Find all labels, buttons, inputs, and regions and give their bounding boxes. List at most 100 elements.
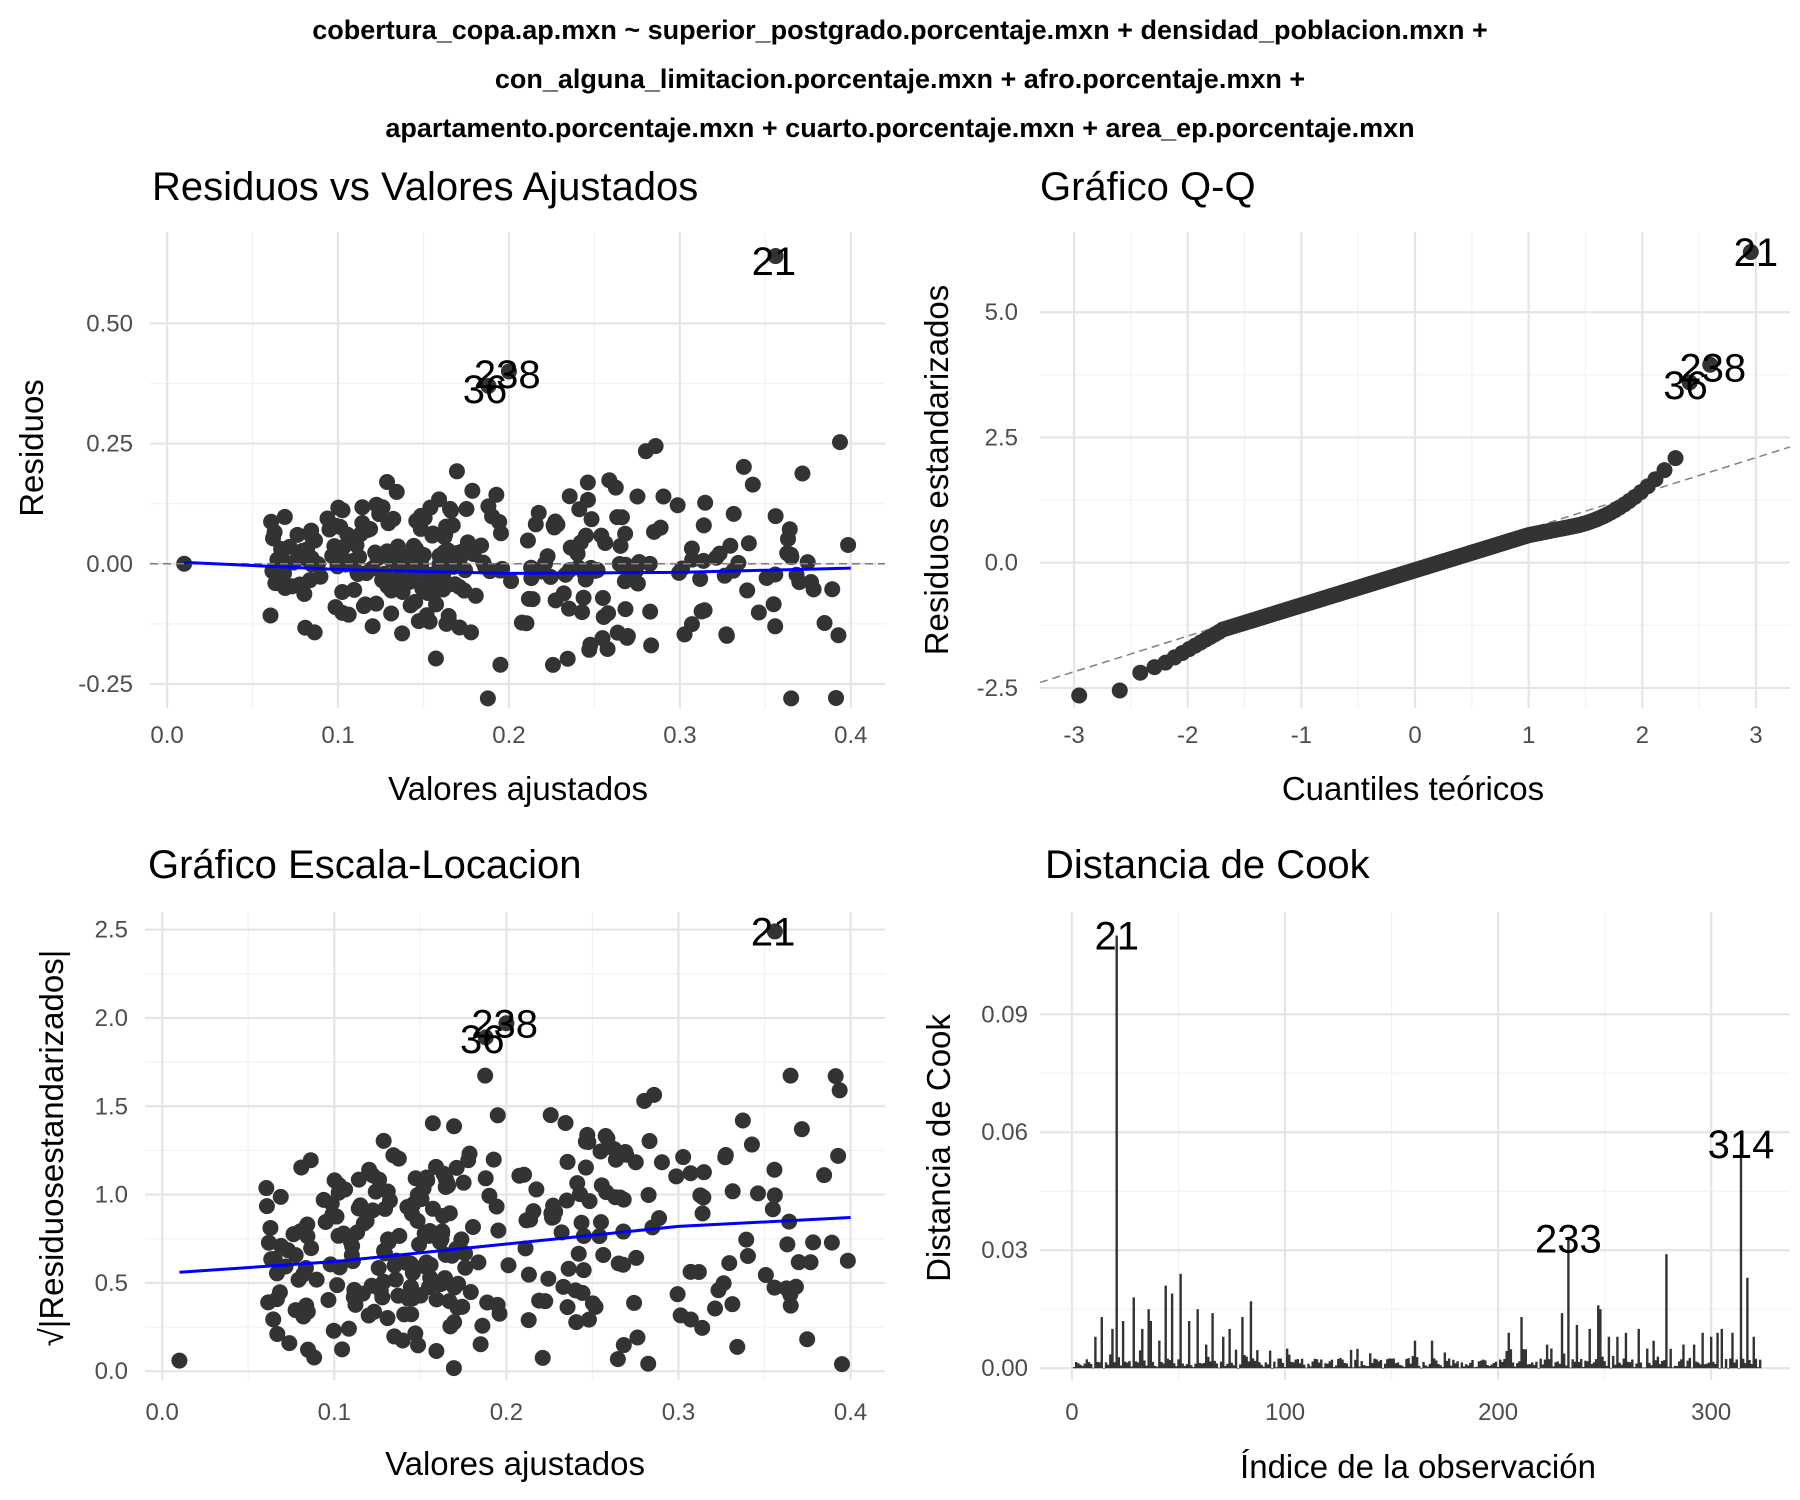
cook-bar: [1437, 1363, 1440, 1369]
cook-bar: [1096, 1361, 1099, 1369]
cook-bar: [1705, 1363, 1709, 1369]
data-point: [682, 1165, 699, 1182]
cook-bar: [1650, 1365, 1653, 1369]
cook-bar: [1113, 1362, 1116, 1369]
cook-bar: [1735, 1359, 1738, 1369]
data-point: [276, 508, 293, 525]
data-point: [326, 1172, 343, 1189]
cook-bar: [1648, 1362, 1651, 1369]
data-point: [609, 1351, 626, 1368]
cook-bar: [1089, 1363, 1093, 1369]
x-tick-label: 0.0: [146, 1399, 179, 1426]
cook-bar: [1209, 1361, 1212, 1369]
data-point: [669, 497, 686, 514]
data-point: [692, 570, 709, 587]
data-point: [591, 1228, 608, 1245]
data-point: [833, 1356, 850, 1373]
x-tick-label: -3: [1063, 722, 1084, 749]
data-point: [513, 614, 530, 631]
data-point: [683, 540, 700, 557]
data-point: [260, 1234, 277, 1251]
cook-bar: [1707, 1362, 1711, 1369]
data-point: [380, 515, 397, 532]
data-point: [557, 566, 574, 583]
data-point: [267, 575, 284, 592]
point-label: 36: [463, 368, 508, 412]
cook-bar: [1535, 1361, 1538, 1369]
data-point: [583, 511, 600, 528]
data-point: [325, 1322, 342, 1339]
data-point: [1111, 682, 1128, 699]
data-point: [377, 1200, 394, 1217]
data-point: [379, 1310, 396, 1327]
cook-bar: [1556, 1361, 1559, 1369]
data-point: [492, 525, 509, 542]
cook-bar: [1271, 1368, 1274, 1369]
cook-bar: [1155, 1366, 1159, 1369]
data-point: [428, 596, 445, 613]
data-point: [351, 548, 368, 565]
figure-title-line-2: con_alguna_limitacion.porcentaje.mxn + a…: [494, 64, 1306, 94]
data-point: [289, 526, 306, 543]
data-point: [782, 1286, 799, 1303]
data-point: [422, 1256, 439, 1273]
data-point: [269, 1325, 286, 1342]
cook-bar: [1322, 1367, 1325, 1369]
x-tick-label: 3: [1749, 722, 1762, 749]
x-tick-label: 0: [1408, 722, 1421, 749]
y-axis-label: Residuos estandarizados: [918, 285, 955, 656]
data-point: [629, 1329, 646, 1346]
panel-residuals-vs-fitted: Residuos vs Valores Ajustados Valores aj…: [13, 165, 885, 807]
data-point: [790, 1254, 807, 1271]
points: [176, 248, 857, 707]
cook-bar: [1098, 1362, 1101, 1369]
grid: [150, 232, 885, 708]
cook-bar: [1085, 1359, 1089, 1369]
cook-bar: [1501, 1361, 1504, 1369]
data-point: [545, 1209, 562, 1226]
cook-bar: [1709, 1336, 1713, 1369]
data-point: [334, 1341, 351, 1358]
data-point: [570, 1245, 587, 1262]
data-point: [593, 527, 610, 544]
data-point: [519, 532, 536, 549]
data-point: [477, 1170, 494, 1187]
cook-bar: [1106, 1364, 1110, 1369]
data-point: [764, 1201, 781, 1218]
data-point: [573, 1214, 590, 1231]
data-point: [577, 1159, 594, 1176]
data-point: [609, 509, 626, 526]
data-point: [303, 522, 320, 539]
data-point: [473, 537, 490, 554]
y-tick-label: 5.0: [985, 299, 1018, 326]
cook-bar: [1758, 1359, 1762, 1369]
data-point: [470, 1254, 487, 1271]
cook-bar: [1138, 1350, 1142, 1369]
data-point: [451, 578, 468, 595]
point-label: 36: [1663, 364, 1708, 408]
cook-bar: [1145, 1365, 1148, 1369]
smooth-line: [184, 560, 851, 575]
data-point: [366, 1303, 383, 1320]
cook-bar: [1309, 1366, 1312, 1369]
data-point: [682, 1263, 699, 1280]
data-point: [609, 624, 626, 641]
data-point: [435, 1208, 452, 1225]
data-point: [641, 1133, 658, 1150]
cook-bar: [1072, 1367, 1076, 1369]
data-point: [379, 1183, 396, 1200]
data-point: [380, 1233, 397, 1250]
cook-bar: [1315, 1359, 1319, 1369]
cook-bar: [1714, 1363, 1717, 1369]
data-point: [481, 563, 498, 580]
cook-bar: [1275, 1367, 1278, 1369]
data-point: [545, 1197, 562, 1214]
cook-bar: [1458, 1367, 1461, 1369]
cook-bar: [1149, 1321, 1152, 1369]
cook-bar: [1590, 1364, 1594, 1369]
data-point: [263, 1251, 280, 1268]
data-point: [695, 517, 712, 534]
data-point: [322, 1256, 339, 1273]
cook-bar: [1283, 1367, 1287, 1369]
cook-bar: [1509, 1349, 1513, 1369]
